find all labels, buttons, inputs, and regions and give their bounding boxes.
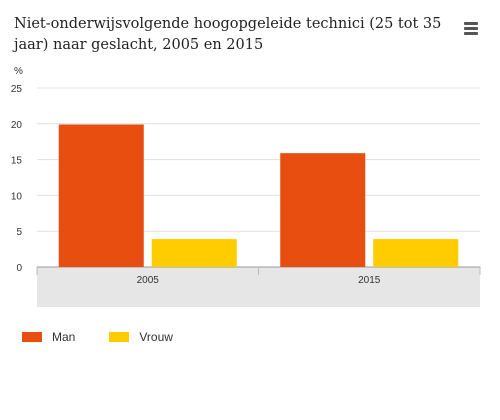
legend-item-vrouw[interactable]: Vrouw: [109, 330, 173, 344]
menu-line-icon: [464, 32, 478, 35]
x-tick-label: 2005: [137, 275, 160, 286]
y-tick-label: 15: [11, 156, 23, 167]
x-tick-label: 2015: [358, 275, 381, 286]
legend-label-man: Man: [52, 330, 76, 344]
y-tick-label: 5: [16, 227, 22, 238]
y-tick-label: 20: [11, 120, 23, 131]
bar-man-2015: [280, 153, 366, 267]
hamburger-menu-icon[interactable]: [464, 22, 478, 36]
legend-swatch-man: [22, 332, 42, 342]
bar-vrouw-2005: [151, 239, 237, 267]
chart-title: Niet-onderwijsvolgende hoogopgeleide tec…: [14, 16, 442, 53]
legend-label-vrouw: Vrouw: [139, 330, 173, 344]
legend: Man Vrouw: [22, 330, 173, 344]
legend-item-man[interactable]: Man: [22, 330, 75, 344]
menu-line-icon: [464, 27, 478, 30]
legend-swatch-vrouw: [109, 332, 130, 342]
bar-man-2005: [58, 124, 144, 268]
y-tick-label: 0: [16, 263, 22, 274]
y-tick-label: 10: [11, 191, 23, 202]
menu-line-icon: [464, 22, 478, 25]
y-tick-label: 25: [11, 84, 23, 95]
y-axis-label: %: [14, 66, 23, 77]
bar-vrouw-2015: [373, 239, 459, 267]
